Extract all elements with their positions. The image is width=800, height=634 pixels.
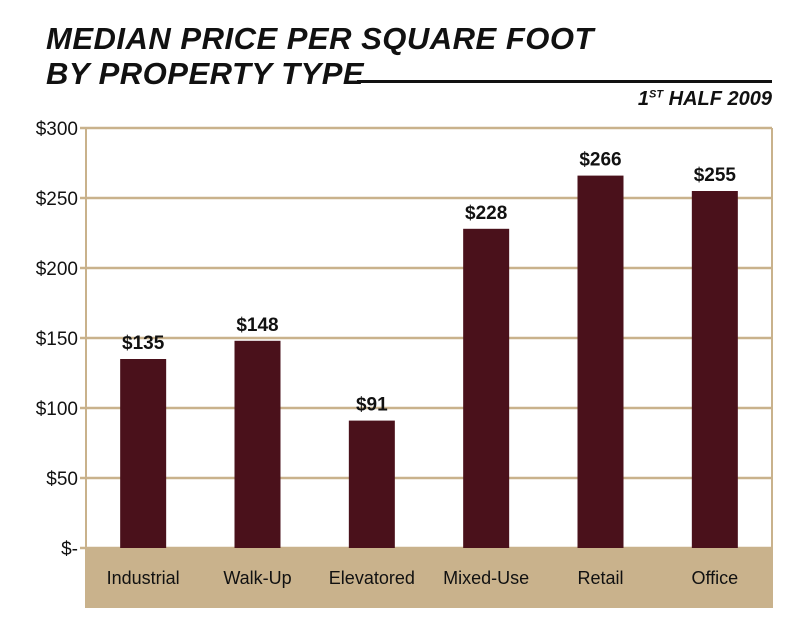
data-label: $228 [465, 203, 507, 224]
x-category-label: Retail [577, 568, 623, 588]
title-rule [357, 80, 772, 83]
bar-walk-up [234, 340, 281, 548]
y-tick-label: $150 [36, 329, 78, 350]
data-label: $148 [236, 315, 278, 336]
bar-retail [577, 175, 624, 548]
chart-title-line-1: MEDIAN PRICE PER SQUARE FOOT [46, 21, 594, 56]
y-tick-label: $50 [46, 469, 78, 490]
subtitle-suffix: ST [649, 88, 664, 101]
x-category-label: Mixed-Use [443, 568, 529, 588]
bar-office [691, 191, 738, 548]
data-label: $135 [122, 333, 165, 354]
y-tick-label: $100 [36, 399, 78, 420]
bar-elevatored [348, 420, 395, 548]
bar-industrial [120, 359, 167, 548]
data-label: $255 [694, 165, 737, 186]
bar-mixed-use [463, 228, 510, 549]
subtitle-rest: HALF 2009 [668, 88, 772, 110]
x-category-label: Elevatored [329, 568, 415, 588]
subtitle-ordinal: 1 [637, 88, 649, 110]
data-label: $266 [579, 150, 621, 171]
chart-subtitle: 1ST HALF 2009 [638, 88, 772, 111]
y-tick-label: $200 [36, 259, 78, 280]
y-tick-label: $- [61, 539, 78, 560]
data-label: $91 [356, 395, 388, 416]
category-band [86, 548, 772, 608]
x-category-label: Office [691, 568, 738, 588]
y-tick-label: $250 [36, 189, 78, 210]
x-category-label: Walk-Up [223, 568, 291, 588]
chart-title-line-2: BY PROPERTY TYPE [46, 56, 365, 91]
y-tick-label: $300 [36, 119, 78, 140]
x-category-label: Industrial [107, 568, 180, 588]
